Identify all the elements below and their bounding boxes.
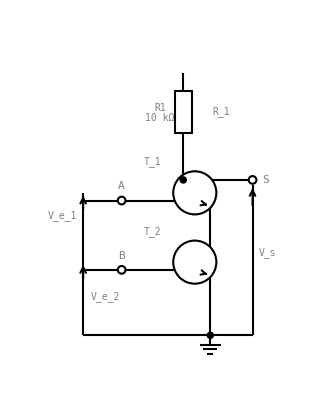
Circle shape [118, 266, 125, 274]
Bar [175, 91, 192, 133]
Text: R_1: R_1 [212, 107, 230, 118]
Text: T_1: T_1 [144, 157, 162, 168]
Circle shape [173, 171, 216, 214]
Circle shape [173, 241, 216, 284]
Circle shape [118, 197, 125, 205]
Text: A: A [118, 181, 124, 191]
Text: B: B [118, 251, 124, 260]
Text: V_e_2: V_e_2 [91, 291, 120, 302]
Text: R1: R1 [154, 103, 166, 113]
Text: V_e_1: V_e_1 [48, 210, 77, 221]
Circle shape [249, 176, 256, 184]
Text: 10 kΩ: 10 kΩ [146, 113, 175, 123]
Circle shape [207, 332, 213, 339]
Text: V_s: V_s [259, 247, 276, 258]
Text: T_2: T_2 [144, 226, 162, 237]
Text: S: S [262, 175, 268, 185]
Circle shape [180, 177, 186, 183]
